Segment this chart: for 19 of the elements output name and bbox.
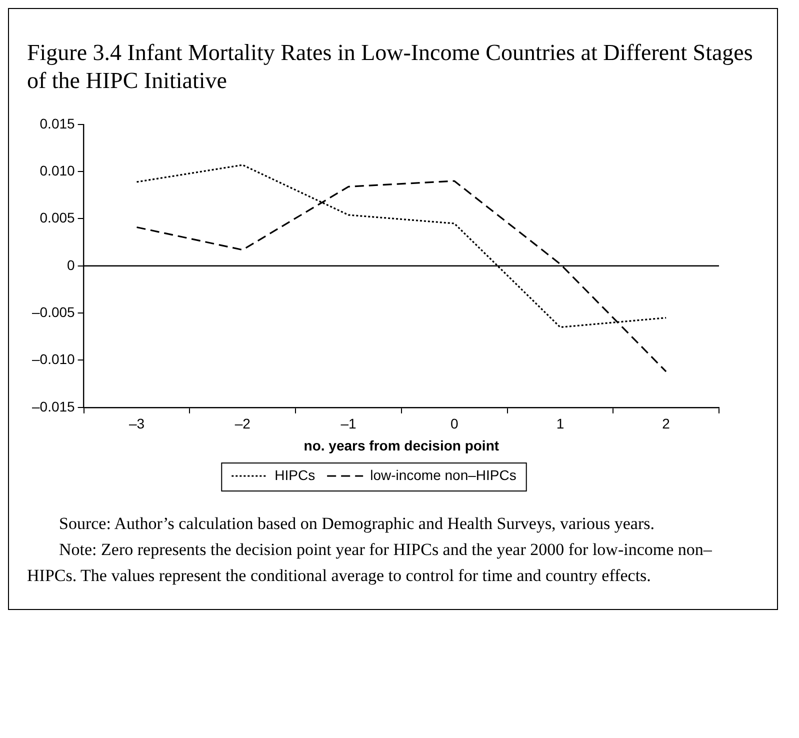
chart-title: Figure 3.4 Infant Mortality Rates in Low-Income Countries at Different Stages of the HIPC Initiative	[26, 39, 754, 95]
x-tick-label: –1	[340, 416, 356, 432]
x-tick-label: –2	[234, 416, 251, 432]
y-tick-label: –0.010	[32, 351, 76, 368]
legend-label: HIPCs	[274, 466, 316, 483]
y-tick-label: 0.005	[40, 210, 76, 226]
legend-label: low-income non–HIPCs	[370, 466, 516, 483]
x-axis-title: no. years from decision point	[304, 437, 500, 454]
text: Note: Zero represents the decision point year for HIPCs and the year 2000 for low-income non–HIPCs. The values represent the conditional average to control for time and country effects.	[27, 539, 713, 587]
y-tick-label: 0	[67, 256, 76, 273]
y-tick-label: 0.010	[40, 162, 76, 178]
y-tick-label: –0.005	[32, 304, 76, 320]
y-tick-label: –0.015	[32, 398, 76, 414]
x-tick-label: 0	[450, 416, 458, 432]
source-note: Source: Author’s calculation based on Demographic and Health Surveys, various years.	[58, 513, 656, 535]
x-tick-label: 2	[662, 416, 670, 432]
x-tick-label: 1	[556, 416, 564, 432]
x-tick-label: –3	[128, 416, 145, 432]
y-tick-label: 0.015	[40, 115, 76, 132]
